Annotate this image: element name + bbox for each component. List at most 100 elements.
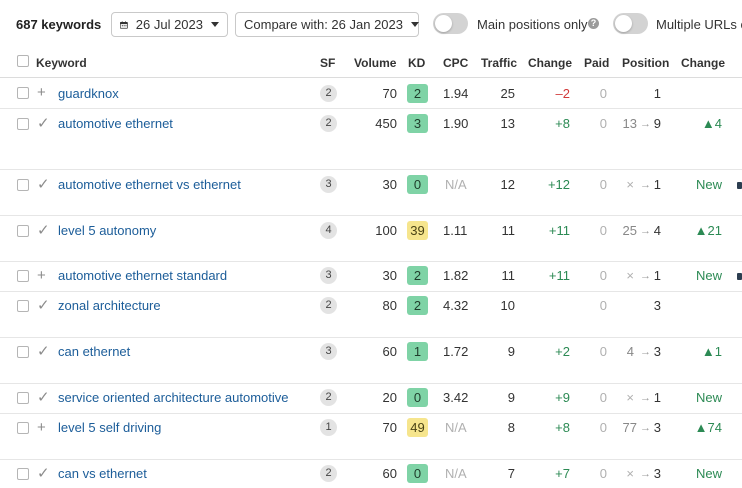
- header-change[interactable]: Change: [528, 56, 573, 70]
- table-header: Keyword SF Volume KD CPC Traffic Change …: [0, 48, 742, 78]
- keyword-link[interactable]: automotive ethernet: [58, 116, 173, 131]
- row-checkbox[interactable]: [17, 179, 29, 191]
- keyword-link[interactable]: guardknox: [58, 86, 119, 101]
- arrow-right-icon: →: [640, 118, 651, 130]
- check-icon[interactable]: ✓: [37, 222, 50, 239]
- add-icon[interactable]: +: [37, 84, 46, 101]
- main-positions-toggle[interactable]: [433, 13, 468, 34]
- chevron-down-icon: [211, 22, 219, 27]
- date-picker-button[interactable]: 26 Jul 2023: [111, 12, 228, 37]
- traffic-value: 13: [500, 116, 515, 131]
- date-label: 26 Jul 2023: [135, 17, 203, 32]
- traffic-value: 11: [501, 223, 516, 238]
- row-checkbox[interactable]: [17, 300, 29, 312]
- header-keyword[interactable]: Keyword: [36, 56, 87, 70]
- keyword-link[interactable]: level 5 self driving: [58, 420, 162, 435]
- table-row: + level 5 self driving 1 70 49 N/A 8 +8 …: [0, 414, 742, 460]
- keywords-count: 687 keywords: [16, 17, 102, 32]
- help-icon[interactable]: ?: [588, 18, 599, 29]
- sf-badge: 3: [320, 176, 337, 193]
- sf-badge: 2: [320, 465, 337, 482]
- keyword-link[interactable]: level 5 autonomy: [58, 223, 157, 238]
- traffic-change: +2: [555, 344, 570, 359]
- table-row: ✓ can ethernet 3 60 1 1.72 9 +2 0 4 → 3 …: [0, 338, 742, 384]
- cpc-value: 1.82: [443, 268, 469, 283]
- lock-icon: [737, 273, 742, 280]
- table-row: ✓ can vs ethernet 2 60 0 N/A 7 +7 0 × → …: [0, 460, 742, 488]
- position-current: 1: [653, 177, 661, 192]
- traffic-change: –2: [555, 86, 570, 101]
- add-icon[interactable]: +: [37, 267, 46, 284]
- volume-value: 80: [382, 298, 397, 313]
- cpc-value: 1.90: [443, 116, 469, 131]
- row-checkbox[interactable]: [17, 346, 29, 358]
- arrow-right-icon: →: [640, 179, 651, 191]
- cpc-value: N/A: [445, 466, 467, 481]
- traffic-value: 9: [507, 390, 515, 405]
- check-icon[interactable]: ✓: [37, 343, 50, 360]
- cpc-value: 4.32: [443, 298, 469, 313]
- volume-value: 30: [382, 177, 397, 192]
- header-traffic[interactable]: Traffic: [481, 56, 518, 70]
- header-position[interactable]: Position: [622, 56, 670, 70]
- paid-value: 0: [599, 298, 607, 313]
- header-position-change[interactable]: Change: [681, 56, 726, 70]
- keyword-link[interactable]: zonal architecture: [58, 298, 161, 313]
- row-checkbox[interactable]: [17, 270, 29, 282]
- select-all-checkbox[interactable]: [17, 55, 29, 67]
- sf-badge: 3: [320, 267, 337, 284]
- check-icon[interactable]: ✓: [37, 297, 50, 314]
- table-row: + automotive ethernet standard 3 30 2 1.…: [0, 262, 742, 292]
- check-icon[interactable]: ✓: [37, 115, 50, 132]
- paid-value: 0: [599, 420, 607, 435]
- add-icon[interactable]: +: [37, 419, 46, 436]
- compare-date-button[interactable]: Compare with: 26 Jan 2023: [235, 12, 419, 37]
- check-icon[interactable]: ✓: [37, 465, 50, 482]
- keyword-link[interactable]: automotive ethernet standard: [58, 268, 228, 283]
- multiple-urls-toggle[interactable]: [613, 13, 648, 34]
- compare-label: Compare with: 26 Jan 2023: [244, 17, 403, 32]
- multiple-urls-label: Multiple URLs o: [656, 17, 742, 32]
- position-previous: 25: [622, 223, 637, 238]
- keyword-link[interactable]: service oriented architecture automotive: [58, 390, 289, 405]
- lock-icon: [737, 182, 742, 189]
- toggle-knob: [615, 15, 632, 32]
- position-previous: 77: [622, 420, 637, 435]
- header-cpc[interactable]: CPC: [443, 56, 469, 70]
- kd-badge: 0: [407, 175, 428, 194]
- cpc-value: N/A: [445, 420, 467, 435]
- row-checkbox[interactable]: [17, 422, 29, 434]
- arrow-right-icon: →: [640, 468, 651, 480]
- position-previous-none: ×: [626, 466, 634, 481]
- row-checkbox[interactable]: [17, 118, 29, 130]
- keyword-link[interactable]: can vs ethernet: [58, 466, 147, 481]
- paid-value: 0: [599, 390, 607, 405]
- toolbar: 687 keywords 26 Jul 2023 Compare with: 2…: [0, 0, 742, 48]
- keyword-link[interactable]: can ethernet: [58, 344, 131, 359]
- row-checkbox[interactable]: [17, 87, 29, 99]
- sf-badge: 2: [320, 115, 337, 132]
- volume-value: 20: [382, 390, 397, 405]
- header-sf[interactable]: SF: [320, 56, 336, 70]
- traffic-change: +12: [547, 177, 570, 192]
- position-current: 1: [653, 390, 661, 405]
- chevron-down-icon: [410, 22, 419, 27]
- arrow-right-icon: →: [640, 346, 651, 358]
- position-change-up: ▲74: [694, 420, 722, 435]
- header-paid[interactable]: Paid: [584, 56, 610, 70]
- sf-badge: 2: [320, 85, 337, 102]
- header-volume[interactable]: Volume: [354, 56, 397, 70]
- row-checkbox[interactable]: [17, 392, 29, 404]
- position-change-up: ▲1: [701, 344, 722, 359]
- arrow-right-icon: →: [640, 392, 651, 404]
- paid-value: 0: [599, 344, 607, 359]
- header-kd[interactable]: KD: [408, 56, 426, 70]
- volume-value: 70: [382, 86, 397, 101]
- position-current: 4: [653, 223, 661, 238]
- check-icon[interactable]: ✓: [37, 176, 50, 193]
- position-current: 1: [653, 268, 661, 283]
- keyword-link[interactable]: automotive ethernet vs ethernet: [58, 177, 241, 192]
- row-checkbox[interactable]: [17, 225, 29, 237]
- row-checkbox[interactable]: [17, 468, 29, 480]
- check-icon[interactable]: ✓: [37, 389, 50, 406]
